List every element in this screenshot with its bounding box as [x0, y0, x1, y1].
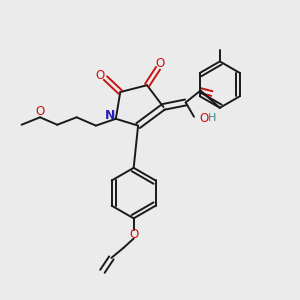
Text: H: H: [208, 113, 217, 123]
Text: O: O: [95, 69, 105, 82]
Text: O: O: [35, 105, 45, 118]
Text: O: O: [129, 228, 138, 241]
Text: O: O: [199, 112, 208, 125]
Text: O: O: [155, 57, 164, 70]
Text: N: N: [105, 109, 115, 122]
